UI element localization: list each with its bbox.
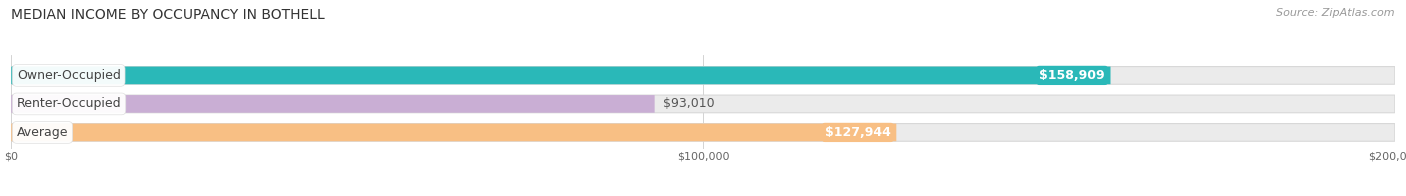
FancyBboxPatch shape — [11, 67, 1395, 84]
Text: Renter-Occupied: Renter-Occupied — [17, 97, 121, 110]
Text: Owner-Occupied: Owner-Occupied — [17, 69, 121, 82]
FancyBboxPatch shape — [11, 124, 896, 141]
FancyBboxPatch shape — [11, 67, 1111, 84]
FancyBboxPatch shape — [11, 95, 1395, 113]
Text: $158,909: $158,909 — [1039, 69, 1105, 82]
FancyBboxPatch shape — [11, 95, 655, 113]
Text: MEDIAN INCOME BY OCCUPANCY IN BOTHELL: MEDIAN INCOME BY OCCUPANCY IN BOTHELL — [11, 8, 325, 22]
Text: $93,010: $93,010 — [664, 97, 714, 110]
Text: Source: ZipAtlas.com: Source: ZipAtlas.com — [1277, 8, 1395, 18]
Text: Average: Average — [17, 126, 69, 139]
Text: $127,944: $127,944 — [825, 126, 891, 139]
FancyBboxPatch shape — [11, 124, 1395, 141]
